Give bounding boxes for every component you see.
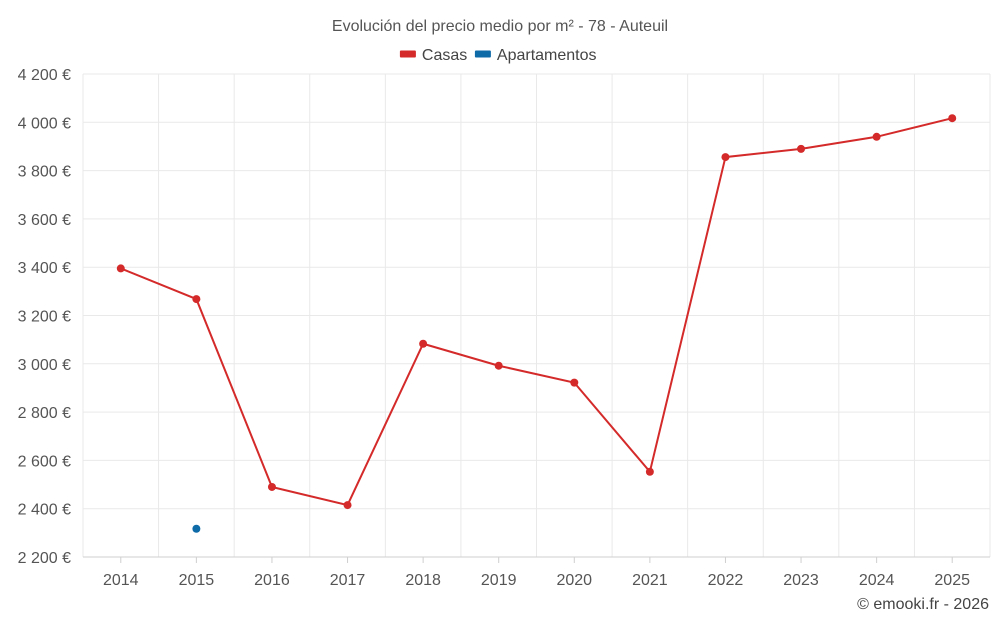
data-point[interactable] xyxy=(192,295,201,304)
x-tick-label: 2021 xyxy=(632,572,668,589)
y-tick-label: 2 400 € xyxy=(18,502,71,519)
x-tick-label: 2020 xyxy=(556,572,592,589)
x-tick-label: 2025 xyxy=(934,572,970,589)
x-tick-label: 2024 xyxy=(859,572,895,589)
x-tick-label: 2019 xyxy=(481,572,517,589)
y-tick-label: 3 800 € xyxy=(18,164,71,181)
x-axis-ticks: 2014 2015 2016 2017 2018 2019 2020 2021 2022 2023… xyxy=(103,557,970,589)
y-tick-label: 3 200 € xyxy=(18,309,71,326)
data-point[interactable] xyxy=(116,264,125,273)
data-point[interactable] xyxy=(948,114,957,123)
y-tick-label: 3 400 € xyxy=(18,260,71,277)
data-point[interactable] xyxy=(797,144,806,153)
y-axis-ticks: 2 200 € 2 400 € 2 600 € 2 800 € 3 000 € 3 200… xyxy=(18,67,71,567)
data-point[interactable] xyxy=(267,482,276,491)
y-tick-label: 4 000 € xyxy=(18,115,71,132)
y-tick-label: 2 600 € xyxy=(18,453,71,470)
series-line xyxy=(120,117,953,507)
x-tick-label: 2016 xyxy=(254,572,290,589)
data-point[interactable] xyxy=(494,361,503,370)
series-layer xyxy=(116,114,957,533)
x-tick-label: 2017 xyxy=(330,572,366,589)
credit-text: © emooki.fr - 2026 xyxy=(857,596,989,613)
x-tick-label: 2015 xyxy=(179,572,215,589)
legend: Casas Apartamentos xyxy=(399,47,597,64)
data-point[interactable] xyxy=(192,524,201,533)
legend-label[interactable]: Casas xyxy=(422,47,467,64)
grid-lines xyxy=(82,73,991,558)
data-point[interactable] xyxy=(570,378,579,387)
y-tick-label: 4 200 € xyxy=(18,67,71,84)
x-tick-label: 2018 xyxy=(405,572,441,589)
series-apartamentos xyxy=(192,524,201,533)
series-casas xyxy=(116,114,957,510)
chart-title: Evolución del precio medio por m² - 78 -… xyxy=(332,18,668,35)
y-tick-label: 3 600 € xyxy=(18,212,71,229)
x-tick-label: 2022 xyxy=(708,572,744,589)
legend-label[interactable]: Apartamentos xyxy=(497,47,597,64)
y-tick-label: 2 200 € xyxy=(18,550,71,567)
y-tick-label: 3 000 € xyxy=(18,357,71,374)
data-point[interactable] xyxy=(872,132,881,141)
legend-swatch xyxy=(474,50,491,58)
legend-swatch xyxy=(399,50,416,58)
data-point[interactable] xyxy=(343,501,352,510)
data-point[interactable] xyxy=(645,467,654,476)
x-tick-label: 2014 xyxy=(103,572,139,589)
data-point[interactable] xyxy=(721,153,730,162)
y-tick-label: 2 800 € xyxy=(18,405,71,422)
data-point[interactable] xyxy=(419,339,428,348)
x-tick-label: 2023 xyxy=(783,572,819,589)
